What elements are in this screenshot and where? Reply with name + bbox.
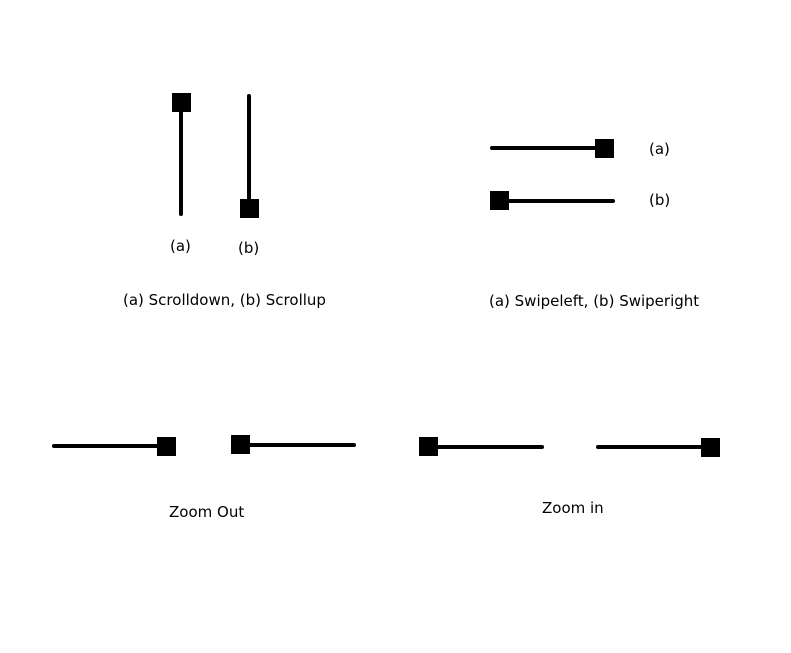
scroll-label-b: (b): [238, 239, 259, 257]
swipeleft-gesture: [490, 139, 614, 158]
zoom-in-left-handle: [419, 437, 438, 456]
swipe-label-a: (a): [649, 140, 670, 158]
scroll-caption: (a) Scrolldown, (b) Scrollup: [123, 291, 326, 309]
swiperight-gesture: [490, 191, 615, 210]
zoom-out-gesture: Zoom Out: [52, 435, 356, 521]
swipeleft-handle: [595, 139, 614, 158]
zoom-in-right-handle: [701, 438, 720, 457]
swipe-gestures: (a) (b) (a) Swipeleft, (b) Swiperight: [489, 139, 699, 310]
zoom-out-left-handle: [157, 437, 176, 456]
zoom-in-gesture: Zoom in: [419, 437, 720, 517]
zoom-out-caption: Zoom Out: [169, 503, 244, 521]
zoom-in-caption: Zoom in: [542, 499, 604, 517]
swipe-caption: (a) Swipeleft, (b) Swiperight: [489, 292, 699, 310]
scrollup-handle: [240, 199, 259, 218]
swiperight-handle: [490, 191, 509, 210]
scrollup-gesture: [240, 94, 259, 218]
scroll-gestures: (a) (b) (a) Scrolldown, (b) Scrollup: [123, 93, 326, 309]
zoom-out-right-handle: [231, 435, 250, 454]
scrolldown-gesture: [172, 93, 191, 216]
scroll-label-a: (a): [170, 237, 191, 255]
swipe-label-b: (b): [649, 191, 670, 209]
scrolldown-handle: [172, 93, 191, 112]
